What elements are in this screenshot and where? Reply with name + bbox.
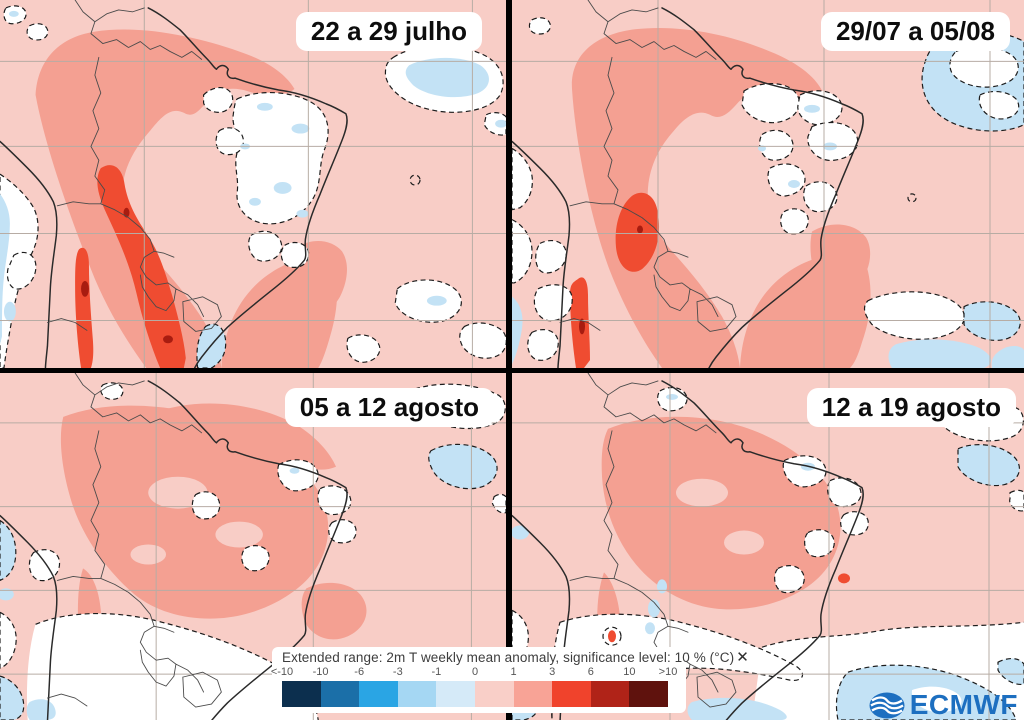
colorbar-segment [629, 681, 668, 707]
colorbar-segment [359, 681, 398, 707]
legend-box: Extended range: 2m T weekly mean anomaly… [271, 647, 749, 713]
legend-title: Extended range: 2m T weekly mean anomaly… [282, 650, 735, 665]
colorbar-tick-label: -1 [431, 666, 442, 678]
period-badge: 12 a 19 agosto [806, 388, 1016, 427]
period-badge: 22 a 29 julho [295, 12, 482, 51]
colorbar-tick-label: 3 [549, 666, 556, 678]
colorbar-segment [282, 681, 321, 707]
map-panel-week1: 22 a 29 julho [0, 0, 506, 368]
colorbar-segment [513, 681, 553, 707]
colorbar-segment [320, 681, 360, 707]
close-icon[interactable]: ✕ [736, 649, 749, 666]
anomaly-map-week2 [512, 0, 1024, 368]
ecmwf-globe-icon [869, 692, 905, 718]
ecmwf-logo-text: ECMWF [909, 689, 1018, 720]
colorbar-segment [552, 681, 591, 707]
colorbar-tick-label: -3 [392, 666, 403, 678]
colorbar-tick-label: -10 [312, 666, 329, 678]
colorbar-segment [436, 681, 475, 707]
period-badge: 05 a 12 agosto [284, 388, 494, 427]
colorbar-tick-label: 0 [471, 666, 479, 678]
ecmwf-logo: ECMWF [869, 691, 1018, 719]
colorbar-tick-label: 1 [510, 666, 517, 678]
map-panel-week2: 29/07 a 05/08 [512, 0, 1024, 368]
anomaly-map-week1 [0, 0, 506, 368]
colorbar-tick-label: 6 [587, 666, 594, 678]
colorbar [282, 681, 668, 707]
period-badge: 29/07 a 05/08 [820, 12, 1010, 51]
colorbar-segment [474, 681, 514, 707]
colorbar-ticks: <-10 -10 -6 -3 -1 0 1 3 6 10 >10 [271, 666, 678, 680]
colorbar-segment [590, 681, 630, 707]
colorbar-tick-label: <-10 [270, 666, 294, 678]
colorbar-tick-label: -6 [354, 666, 365, 678]
colorbar-segment [397, 681, 437, 707]
colorbar-tick-label: 10 [623, 666, 636, 678]
colorbar-tick-label: >10 [658, 666, 678, 678]
